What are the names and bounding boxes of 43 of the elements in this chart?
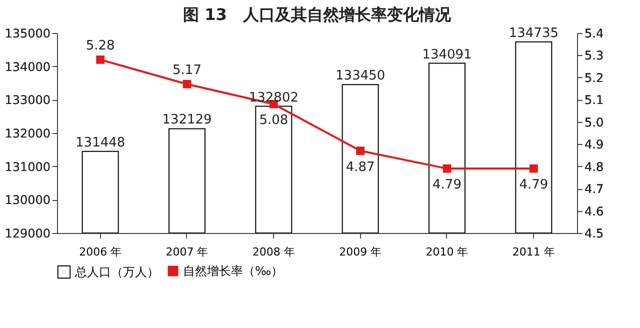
point xyxy=(442,164,452,173)
y2-tick-label: 4.9 xyxy=(584,138,604,152)
y2-tick-label: 5.0 xyxy=(584,115,604,130)
y2-tick-label: 5.1 xyxy=(584,93,604,108)
y-tick-label: 130000 xyxy=(4,193,50,208)
point xyxy=(529,164,538,173)
legend-label: 总人口（万人） xyxy=(74,265,159,279)
y2-tick-label: 5.2 xyxy=(584,70,604,85)
data-label: 134091 xyxy=(422,47,472,62)
data-label: 5.08 xyxy=(259,113,288,128)
y2-tick-label: 4.6 xyxy=(584,204,604,218)
data-label: 4.79 xyxy=(519,178,548,193)
x-tick-label: 2006 年 xyxy=(79,246,122,258)
y2-tick-label: 4.8 xyxy=(584,160,604,174)
chart-title: 图 13 人口及其自然增长率变化情况 xyxy=(183,4,452,24)
data-label: 133450 xyxy=(336,68,386,84)
y2-tick-label: 5.3 xyxy=(584,48,604,63)
x-tick-label: 2010 年 xyxy=(426,246,468,258)
y-tick-label: 133000 xyxy=(4,93,50,108)
y2-tick-label: 5.4 xyxy=(584,26,604,40)
data-label: 5.17 xyxy=(172,63,202,78)
data-label: 134735 xyxy=(508,26,558,41)
y2-tick-label: 4.7 xyxy=(584,182,604,196)
data-label: 4.87 xyxy=(346,160,375,175)
data-label: 132802 xyxy=(248,90,298,106)
x-tick-label: 2007 年 xyxy=(166,246,208,258)
data-label: 5.28 xyxy=(86,38,115,54)
x-tick-label: 2009 年 xyxy=(339,246,382,258)
data-label: 131448 xyxy=(76,135,126,150)
y-tick-label: 129000 xyxy=(4,226,50,240)
point xyxy=(356,146,365,155)
y-tick-label: 132000 xyxy=(4,126,50,140)
y-tick-label: 135000 xyxy=(4,26,50,40)
data-label: 132129 xyxy=(162,112,212,128)
point xyxy=(96,55,105,64)
x-tick-label: 2011 年 xyxy=(512,246,555,258)
point xyxy=(182,80,192,88)
legend-label: 自然增长率（‰） xyxy=(183,264,284,278)
y2-tick-label: 4.5 xyxy=(584,226,604,240)
x-tick-label: 2008 年 xyxy=(252,246,295,258)
data-label: 4.79 xyxy=(432,178,462,193)
y-tick-label: 134000 xyxy=(4,60,50,74)
y-tick-label: 131000 xyxy=(4,160,50,174)
